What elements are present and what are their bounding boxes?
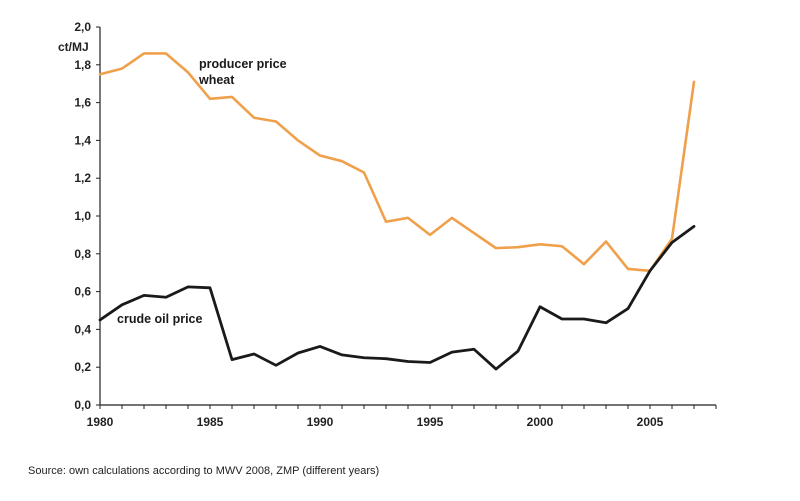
y-tick-label: 1,2 (74, 171, 91, 185)
y-tick-label: 0,8 (74, 247, 91, 261)
y-tick-label: 0,2 (74, 360, 91, 374)
y-axis-label: ct/MJ (58, 40, 89, 54)
series-line-1 (98, 224, 696, 371)
x-tick-label: 2000 (527, 415, 554, 429)
y-tick-label: 1,6 (74, 96, 91, 110)
series-lines (98, 52, 696, 371)
y-tick-label: 2,0 (74, 20, 91, 34)
series-label-0: wheat (198, 73, 235, 87)
y-tick-label: 1,0 (74, 209, 91, 223)
y-tick-labels: 0,0 0,2 0,4 0,6 0,8 1,0 1,2 1,4 1,6 1,8 2,0 (74, 20, 100, 412)
x-tick-label: 1990 (307, 415, 334, 429)
series-label-0: producer price (199, 57, 287, 71)
y-tick-label: 0,4 (74, 322, 91, 336)
y-tick-label: 0,6 (74, 285, 91, 299)
series-label-1: crude oil price (117, 312, 202, 326)
source-note: Source: own calculations according to MW… (28, 465, 380, 477)
x-tick-label: 2005 (637, 415, 664, 429)
series-line-0 (98, 52, 696, 273)
series-annotations: producer price wheat crude oil price (117, 57, 287, 326)
y-tick-label: 1,4 (74, 133, 91, 147)
x-tick-label: 1995 (417, 415, 444, 429)
x-tick-labels: 1980 1985 1990 1995 2000 2005 (87, 405, 717, 429)
x-tick-label: 1985 (197, 415, 224, 429)
axes (99, 27, 716, 406)
y-tick-label: 1,8 (74, 58, 91, 72)
y-tick-label: 0,0 (74, 398, 91, 412)
x-tick-label: 1980 (87, 415, 114, 429)
